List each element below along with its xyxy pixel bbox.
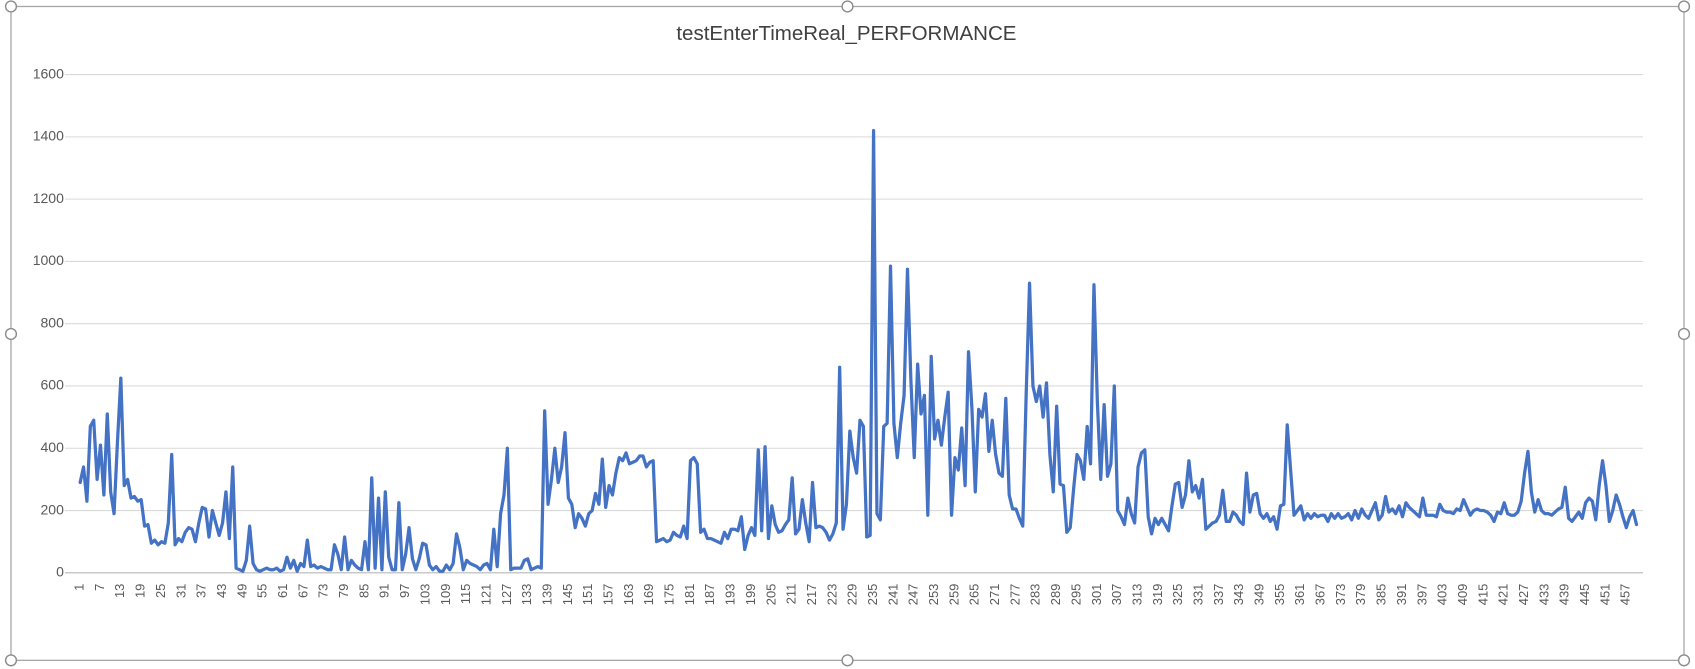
x-tick-label: 313 xyxy=(1129,584,1144,606)
x-tick-label: 1 xyxy=(72,584,87,591)
x-tick-label: 205 xyxy=(763,584,778,606)
x-tick-label: 373 xyxy=(1333,584,1348,606)
x-tick-label: 439 xyxy=(1557,584,1572,606)
x-tick-label: 409 xyxy=(1455,584,1470,606)
x-tick-label: 31 xyxy=(173,584,188,598)
x-tick-label: 211 xyxy=(784,584,799,605)
y-tick-label: 1200 xyxy=(33,190,64,206)
x-tick-label: 259 xyxy=(946,584,961,606)
x-tick-label: 199 xyxy=(743,584,758,606)
x-tick-label: 289 xyxy=(1048,584,1063,606)
x-tick-label: 121 xyxy=(478,584,493,606)
x-tick-label: 235 xyxy=(865,584,880,606)
x-tick-label: 355 xyxy=(1272,584,1287,606)
x-tick-label: 217 xyxy=(804,584,819,606)
x-tick-label: 421 xyxy=(1496,584,1511,606)
x-tick-label: 49 xyxy=(234,584,249,598)
x-tick-label: 85 xyxy=(356,584,371,598)
x-tick-label: 145 xyxy=(560,584,575,606)
x-tick-label: 157 xyxy=(601,584,616,606)
x-tick-label: 37 xyxy=(194,584,209,598)
x-tick-label: 181 xyxy=(682,584,697,606)
x-tick-label: 115 xyxy=(458,584,473,605)
y-tick-label: 1000 xyxy=(33,252,64,268)
x-tick-label: 397 xyxy=(1414,584,1429,606)
x-tick-label: 175 xyxy=(662,584,677,606)
y-tick-label: 200 xyxy=(41,501,65,517)
chart-frame xyxy=(10,5,1685,662)
x-tick-label: 331 xyxy=(1190,584,1205,606)
x-tick-label: 91 xyxy=(377,584,392,598)
x-tick-label: 229 xyxy=(845,584,860,606)
x-tick-label: 79 xyxy=(336,584,351,598)
x-tick-label: 295 xyxy=(1068,584,1083,606)
x-tick-label: 25 xyxy=(153,584,168,598)
y-tick-label: 1600 xyxy=(33,65,64,81)
x-tick-label: 361 xyxy=(1292,584,1307,606)
x-tick-label: 19 xyxy=(133,584,148,598)
y-tick-label: 800 xyxy=(41,314,65,330)
x-tick-label: 187 xyxy=(702,584,717,606)
y-tick-label: 600 xyxy=(41,377,65,393)
x-tick-label: 169 xyxy=(641,584,656,606)
data-line xyxy=(78,129,1639,573)
x-tick-label: 133 xyxy=(519,584,534,606)
x-tick-label: 391 xyxy=(1394,584,1409,606)
x-tick-label: 103 xyxy=(417,584,432,606)
x-tick-label: 7 xyxy=(92,584,107,591)
x-tick-label: 127 xyxy=(499,584,514,606)
x-tick-label: 283 xyxy=(1028,584,1043,606)
x-tick-label: 241 xyxy=(885,584,900,606)
x-tick-label: 163 xyxy=(621,584,636,606)
x-tick-label: 307 xyxy=(1109,584,1124,606)
x-tick-label: 451 xyxy=(1597,584,1612,606)
x-tick-label: 301 xyxy=(1089,584,1104,606)
x-tick-label: 67 xyxy=(295,584,310,598)
x-tick-label: 325 xyxy=(1170,584,1185,606)
x-tick-label: 139 xyxy=(539,584,554,606)
x-tick-label: 97 xyxy=(397,584,412,598)
x-tick-label: 349 xyxy=(1252,584,1267,606)
x-tick-label: 343 xyxy=(1231,584,1246,606)
x-tick-label: 319 xyxy=(1150,584,1165,606)
x-tick-label: 457 xyxy=(1618,584,1633,606)
x-tick-label: 367 xyxy=(1313,584,1328,606)
x-tick-label: 385 xyxy=(1374,584,1389,606)
x-tick-label: 433 xyxy=(1536,584,1551,606)
x-tick-label: 55 xyxy=(255,584,270,598)
y-tick-label: 400 xyxy=(41,439,65,455)
resize-handles[interactable] xyxy=(4,0,1691,667)
y-tick-label: 0 xyxy=(56,564,64,580)
x-tick-label: 337 xyxy=(1211,584,1226,606)
x-tick-label: 193 xyxy=(723,584,738,606)
x-tick-label: 265 xyxy=(967,584,982,606)
x-tick-label: 247 xyxy=(906,584,921,606)
x-tick-label: 13 xyxy=(112,584,127,598)
x-tick-label: 73 xyxy=(316,584,331,598)
x-tick-label: 277 xyxy=(1007,584,1022,606)
x-tick-label: 415 xyxy=(1475,584,1490,606)
x-tick-label: 61 xyxy=(275,584,290,598)
x-tick-label: 379 xyxy=(1353,584,1368,606)
x-tick-label: 403 xyxy=(1435,584,1450,606)
x-tick-label: 109 xyxy=(438,584,453,606)
x-tick-label: 43 xyxy=(214,584,229,598)
x-tick-label: 427 xyxy=(1516,584,1531,606)
x-tick-label: 223 xyxy=(824,584,839,606)
y-tick-label: 1400 xyxy=(33,128,64,144)
x-tick-label: 151 xyxy=(580,584,595,606)
chart-title: testEnterTimeReal_PERFORMANCE xyxy=(676,22,1016,45)
x-tick-label: 271 xyxy=(987,584,1002,606)
x-tick-label: 445 xyxy=(1577,584,1592,606)
x-tick-label: 253 xyxy=(926,584,941,606)
